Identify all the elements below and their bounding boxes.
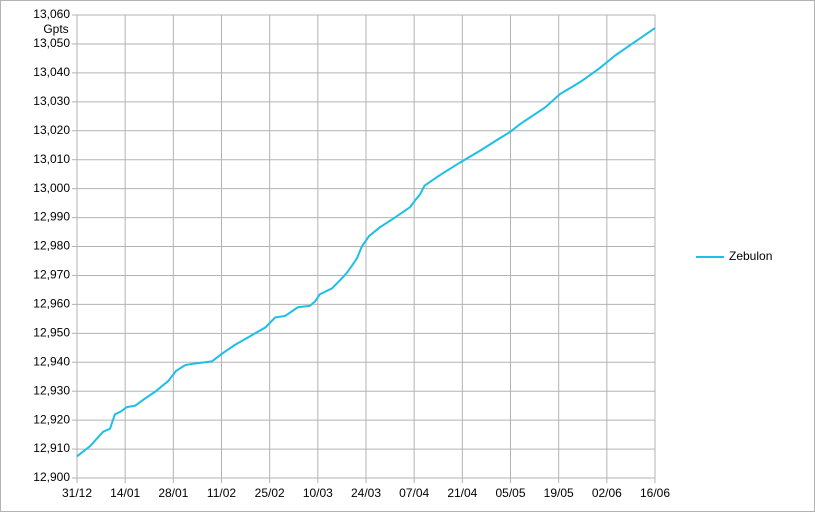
plot-area xyxy=(76,14,656,479)
y-tick-label: 12,970 xyxy=(33,268,70,282)
y-tick-label: 13,060 xyxy=(33,7,70,21)
y-axis-label: Gpts xyxy=(43,22,68,36)
y-tick-label: 13,030 xyxy=(33,94,70,108)
y-tick-label: 12,940 xyxy=(33,354,70,368)
x-tick-label: 28/01 xyxy=(158,486,188,500)
y-tick-label: 12,900 xyxy=(33,470,70,484)
x-tick-label: 21/04 xyxy=(447,486,477,500)
x-tick-label: 11/02 xyxy=(207,486,236,500)
x-tick-label: 19/05 xyxy=(544,486,574,500)
x-tick-label: 14/01 xyxy=(110,486,140,500)
line xyxy=(76,27,656,458)
y-tick-label: 13,020 xyxy=(33,123,70,137)
x-tick-label: 02/06 xyxy=(592,486,622,500)
legend-label: Zebulon xyxy=(729,249,772,263)
y-tick-label: 13,000 xyxy=(33,181,70,195)
y-tick-label: 12,930 xyxy=(33,383,70,397)
x-tick-label: 25/02 xyxy=(255,486,285,500)
x-tick-label: 07/04 xyxy=(399,486,429,500)
y-tick-label: 12,960 xyxy=(33,297,70,311)
y-tick-label: 13,040 xyxy=(33,65,70,79)
y-tick-label: 12,920 xyxy=(33,412,70,426)
y-tick-label: 12,990 xyxy=(33,210,70,224)
y-tick-label: 13,050 xyxy=(33,36,70,50)
x-tick-label: 10/03 xyxy=(303,486,333,500)
x-tick-label: 24/03 xyxy=(351,486,381,500)
y-tick-label: 12,950 xyxy=(33,325,70,339)
y-tick-label: 12,910 xyxy=(33,441,70,455)
x-tick-label: 31/12 xyxy=(62,486,92,500)
x-tick-label: 16/06 xyxy=(640,486,670,500)
y-tick-label: 13,010 xyxy=(33,152,70,166)
x-tick-label: 05/05 xyxy=(495,486,525,500)
y-tick-label: 12,980 xyxy=(33,239,70,253)
